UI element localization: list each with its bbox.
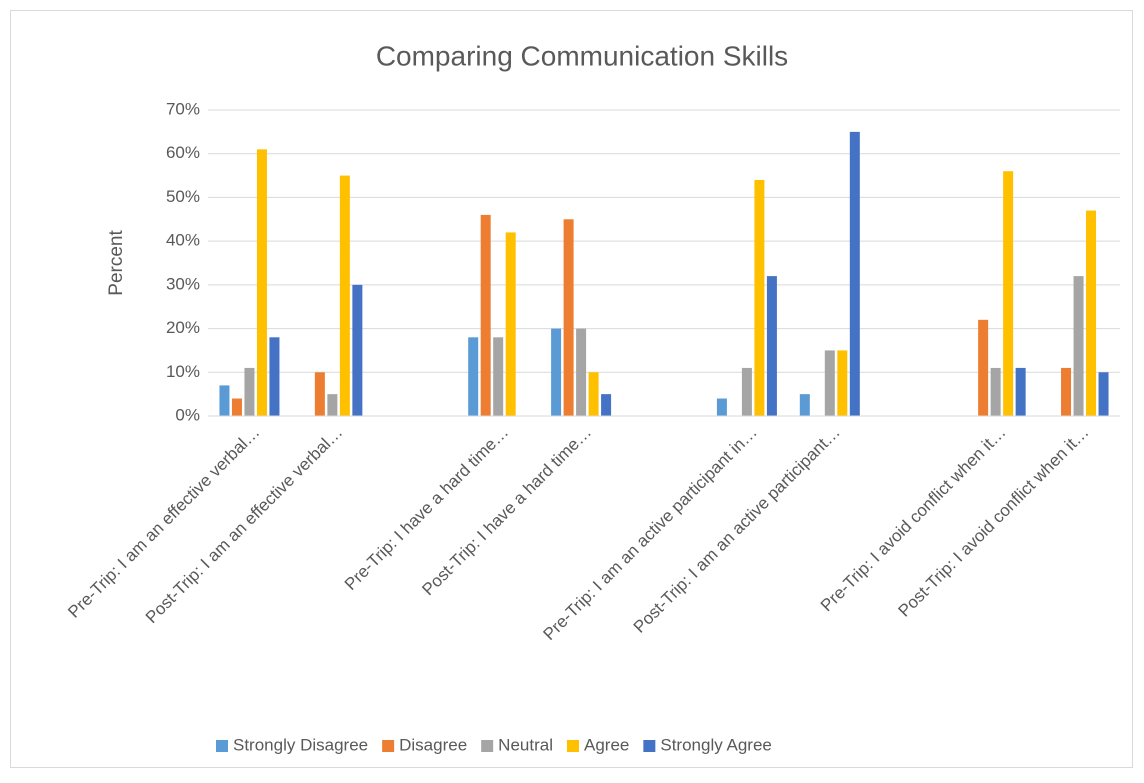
- bar: [716, 398, 727, 416]
- bar: [588, 372, 599, 416]
- legend-label: Neutral: [498, 735, 553, 754]
- bar: [269, 337, 280, 416]
- bar: [244, 367, 255, 416]
- bar: [1061, 367, 1072, 416]
- y-tick-label: 20%: [166, 318, 200, 337]
- bar: [352, 284, 363, 416]
- y-tick-label: 60%: [166, 143, 200, 162]
- bar: [741, 367, 752, 416]
- bar: [480, 214, 491, 416]
- legend-swatch: [643, 740, 656, 752]
- y-tick-label: 10%: [166, 362, 200, 381]
- y-tick-label: 30%: [166, 274, 200, 293]
- legend-swatch: [566, 740, 579, 752]
- bar: [256, 149, 267, 417]
- bar: [990, 367, 1001, 416]
- bar: [1098, 372, 1109, 416]
- bar: [219, 385, 230, 416]
- legend-swatch: [481, 740, 494, 752]
- bar: [978, 319, 989, 416]
- bar: [493, 337, 504, 416]
- legend-label: Strongly Disagree: [233, 735, 368, 754]
- bar: [576, 328, 587, 416]
- bar: [766, 276, 777, 416]
- bar: [837, 350, 848, 416]
- bar: [468, 337, 479, 416]
- y-axis-label: Percent: [106, 230, 127, 296]
- y-tick-label: 70%: [166, 99, 200, 118]
- bar: [849, 131, 860, 416]
- legend-label: Agree: [584, 735, 629, 754]
- legend-swatch: [382, 740, 395, 752]
- bar: [799, 394, 810, 416]
- legend-label: Disagree: [399, 735, 467, 754]
- legend-swatch: [216, 740, 228, 752]
- bar: [551, 328, 562, 416]
- bar: [1015, 367, 1026, 416]
- legend-label: Strongly Agree: [660, 735, 772, 754]
- bar: [314, 372, 325, 416]
- bar: [1086, 210, 1097, 416]
- y-tick-label: 0%: [175, 405, 200, 424]
- y-tick-label: 50%: [166, 187, 200, 206]
- y-tick-label: 40%: [166, 231, 200, 250]
- bar: [1003, 171, 1014, 416]
- bar: [1073, 276, 1084, 416]
- bar: [754, 179, 765, 416]
- bar: [327, 394, 338, 416]
- bar: [563, 219, 574, 416]
- bar: [231, 398, 242, 416]
- bar: [824, 350, 835, 416]
- bar: [339, 175, 350, 416]
- bar: [601, 394, 612, 416]
- bar: [505, 232, 516, 416]
- chart-title: Comparing Communication Skills: [376, 40, 788, 71]
